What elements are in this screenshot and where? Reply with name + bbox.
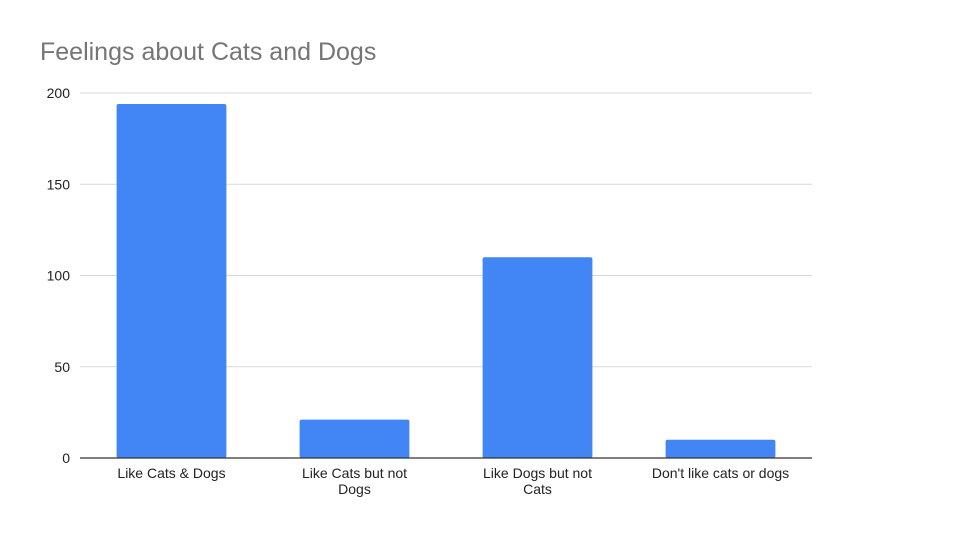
x-tick-label-3: Don't like cats or dogs: [652, 465, 789, 481]
bar-layer: [116, 103, 776, 458]
x-tick-label-2-line-0: Like Dogs but not: [483, 465, 592, 481]
y-tick-label-100: 100: [47, 268, 71, 284]
x-tick-label-1-line-0: Like Cats but not: [302, 465, 407, 481]
y-tick-label-150: 150: [47, 176, 71, 192]
y-tick-label-0: 0: [62, 450, 70, 466]
bar-1: [299, 419, 410, 458]
bar-0: [116, 103, 227, 458]
bar-3: [665, 439, 776, 458]
x-tick-label-2: Like Dogs but not Cats: [483, 465, 592, 497]
x-tick-label-2-line-1: Cats: [523, 481, 552, 497]
bar-2: [482, 257, 593, 458]
x-tick-label-0: Like Cats & Dogs: [117, 465, 225, 481]
x-tick-label-3-line-0: Don't like cats or dogs: [652, 465, 789, 481]
chart-title: Feelings about Cats and Dogs: [40, 38, 377, 66]
y-tick-label-50: 50: [54, 359, 70, 375]
label-layer: 0 50 100 150 200 Like Cats & Dogs Like Cats bu…: [47, 85, 790, 497]
x-tick-label-1: Like Cats but not Dogs: [302, 465, 407, 497]
x-tick-label-1-line-1: Dogs: [338, 481, 371, 497]
x-tick-label-0-line-0: Like Cats & Dogs: [117, 465, 225, 481]
y-tick-label-200: 200: [47, 85, 71, 101]
